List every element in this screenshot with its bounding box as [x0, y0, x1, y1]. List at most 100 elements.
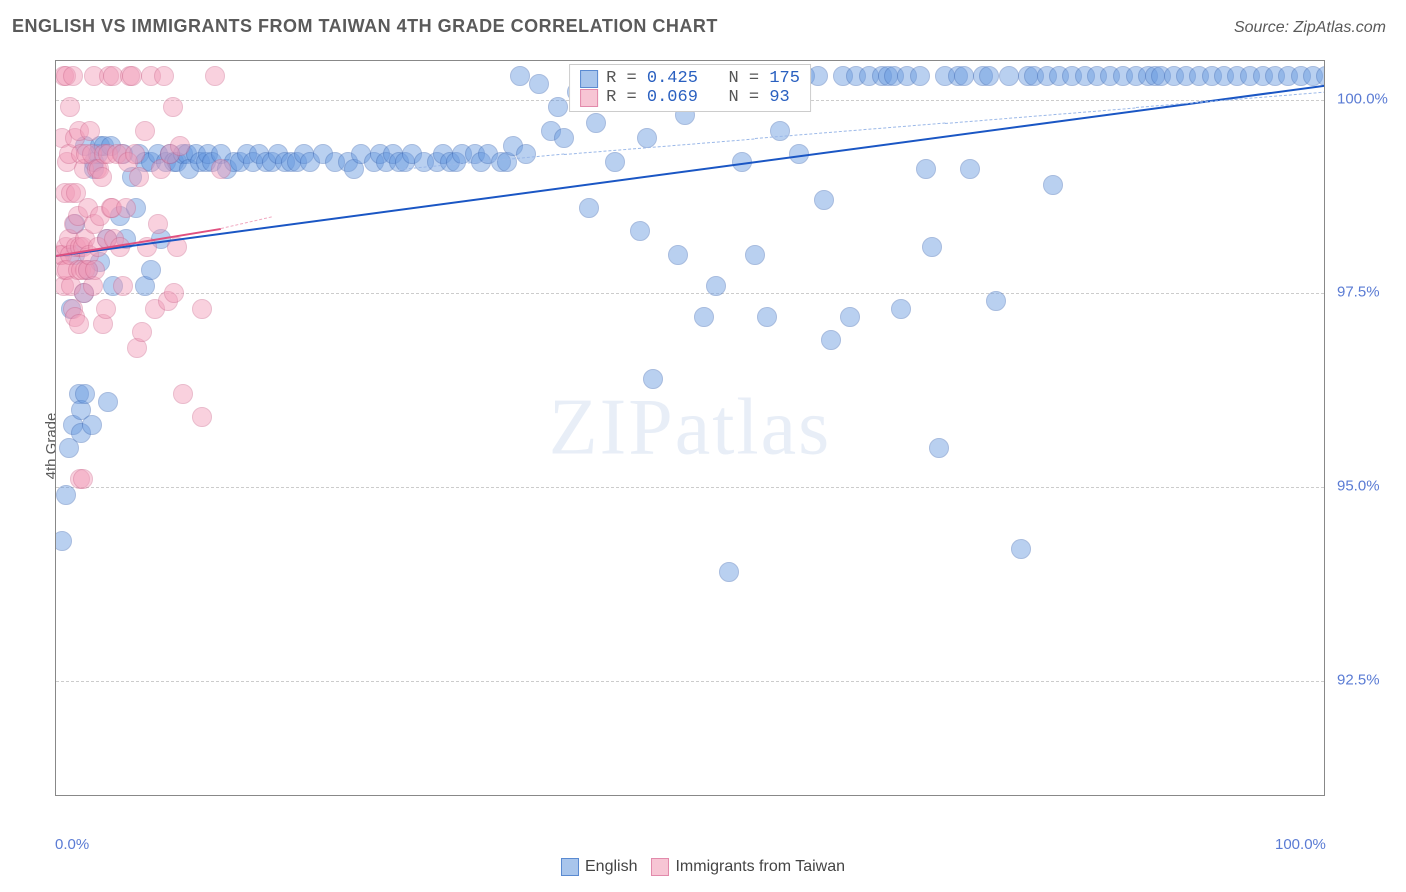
- source-attribution: Source: ZipAtlas.com: [1234, 19, 1386, 37]
- data-point: [92, 167, 112, 187]
- data-point: [586, 113, 606, 133]
- x-tick: [564, 795, 565, 796]
- x-tick-label: 0.0%: [55, 836, 89, 853]
- data-point: [132, 322, 152, 342]
- x-tick: [945, 795, 946, 796]
- series-swatch: [580, 89, 598, 107]
- data-point: [135, 121, 155, 141]
- data-point: [910, 66, 930, 86]
- legend-label: English: [585, 858, 637, 876]
- data-point: [719, 562, 739, 582]
- x-tick: [691, 795, 692, 796]
- data-point: [69, 314, 89, 334]
- x-tick: [1072, 795, 1073, 796]
- data-point: [205, 66, 225, 86]
- legend-swatch: [651, 858, 669, 876]
- data-point: [164, 283, 184, 303]
- stats-text: R = 0.425 N = 175: [606, 69, 800, 88]
- data-point: [192, 299, 212, 319]
- data-point: [706, 276, 726, 296]
- data-point: [554, 128, 574, 148]
- data-point: [96, 299, 116, 319]
- legend: English Immigrants from Taiwan: [561, 858, 845, 876]
- data-point: [192, 407, 212, 427]
- x-tick: [310, 795, 311, 796]
- x-tick: [1199, 795, 1200, 796]
- data-point: [745, 245, 765, 265]
- data-point: [808, 66, 828, 86]
- data-point: [605, 152, 625, 172]
- data-point: [170, 136, 190, 156]
- data-point: [141, 260, 161, 280]
- legend-item: Immigrants from Taiwan: [651, 858, 845, 876]
- data-point: [529, 74, 549, 94]
- data-point: [82, 415, 102, 435]
- data-point: [1043, 175, 1063, 195]
- trend-curve: [564, 138, 755, 154]
- data-point: [922, 237, 942, 257]
- data-point: [129, 167, 149, 187]
- data-point: [125, 144, 145, 164]
- data-point: [75, 384, 95, 404]
- gridline: [56, 681, 1324, 682]
- data-point: [116, 198, 136, 218]
- y-tick-label: 92.5%: [1337, 671, 1397, 688]
- data-point: [211, 159, 231, 179]
- x-tick: [56, 795, 57, 796]
- data-point: [637, 128, 657, 148]
- data-point: [986, 291, 1006, 311]
- data-point: [630, 221, 650, 241]
- data-point: [916, 159, 936, 179]
- data-point: [510, 66, 530, 86]
- data-point: [73, 469, 93, 489]
- data-point: [757, 307, 777, 327]
- y-tick-label: 97.5%: [1337, 284, 1397, 301]
- plot-area: ZIPatlas R = 0.425 N = 175R = 0.069 N = …: [55, 60, 1325, 796]
- y-tick-label: 95.0%: [1337, 478, 1397, 495]
- data-point: [85, 260, 105, 280]
- data-point: [814, 190, 834, 210]
- x-tick-label: 100.0%: [1275, 836, 1326, 853]
- data-point: [1011, 539, 1031, 559]
- data-point: [668, 245, 688, 265]
- data-point: [163, 97, 183, 117]
- y-tick-label: 100.0%: [1337, 90, 1397, 107]
- data-point: [60, 97, 80, 117]
- gridline: [56, 487, 1324, 488]
- data-point: [548, 97, 568, 117]
- legend-label: Immigrants from Taiwan: [675, 858, 845, 876]
- data-point: [113, 276, 133, 296]
- data-point: [80, 121, 100, 141]
- data-point: [770, 121, 790, 141]
- data-point: [954, 66, 974, 86]
- data-point: [516, 144, 536, 164]
- stats-text: R = 0.069 N = 93: [606, 88, 790, 107]
- legend-swatch: [561, 858, 579, 876]
- stats-row: R = 0.069 N = 93: [580, 88, 800, 107]
- data-point: [56, 485, 76, 505]
- data-point: [98, 392, 118, 412]
- data-point: [579, 198, 599, 218]
- data-point: [960, 159, 980, 179]
- data-point: [891, 299, 911, 319]
- data-point: [173, 384, 193, 404]
- data-point: [929, 438, 949, 458]
- data-point: [154, 66, 174, 86]
- legend-item: English: [561, 858, 637, 876]
- data-point: [148, 214, 168, 234]
- data-point: [840, 307, 860, 327]
- chart-title: ENGLISH VS IMMIGRANTS FROM TAIWAN 4TH GR…: [12, 16, 718, 37]
- data-point: [63, 66, 83, 86]
- correlation-stats-box: R = 0.425 N = 175R = 0.069 N = 93: [569, 64, 811, 112]
- x-tick: [437, 795, 438, 796]
- series-swatch: [580, 70, 598, 88]
- data-point: [979, 66, 999, 86]
- stats-row: R = 0.425 N = 175: [580, 69, 800, 88]
- x-tick: [818, 795, 819, 796]
- data-point: [643, 369, 663, 389]
- data-point: [999, 66, 1019, 86]
- data-point: [122, 66, 142, 86]
- data-point: [821, 330, 841, 350]
- data-point: [55, 531, 72, 551]
- x-tick: [183, 795, 184, 796]
